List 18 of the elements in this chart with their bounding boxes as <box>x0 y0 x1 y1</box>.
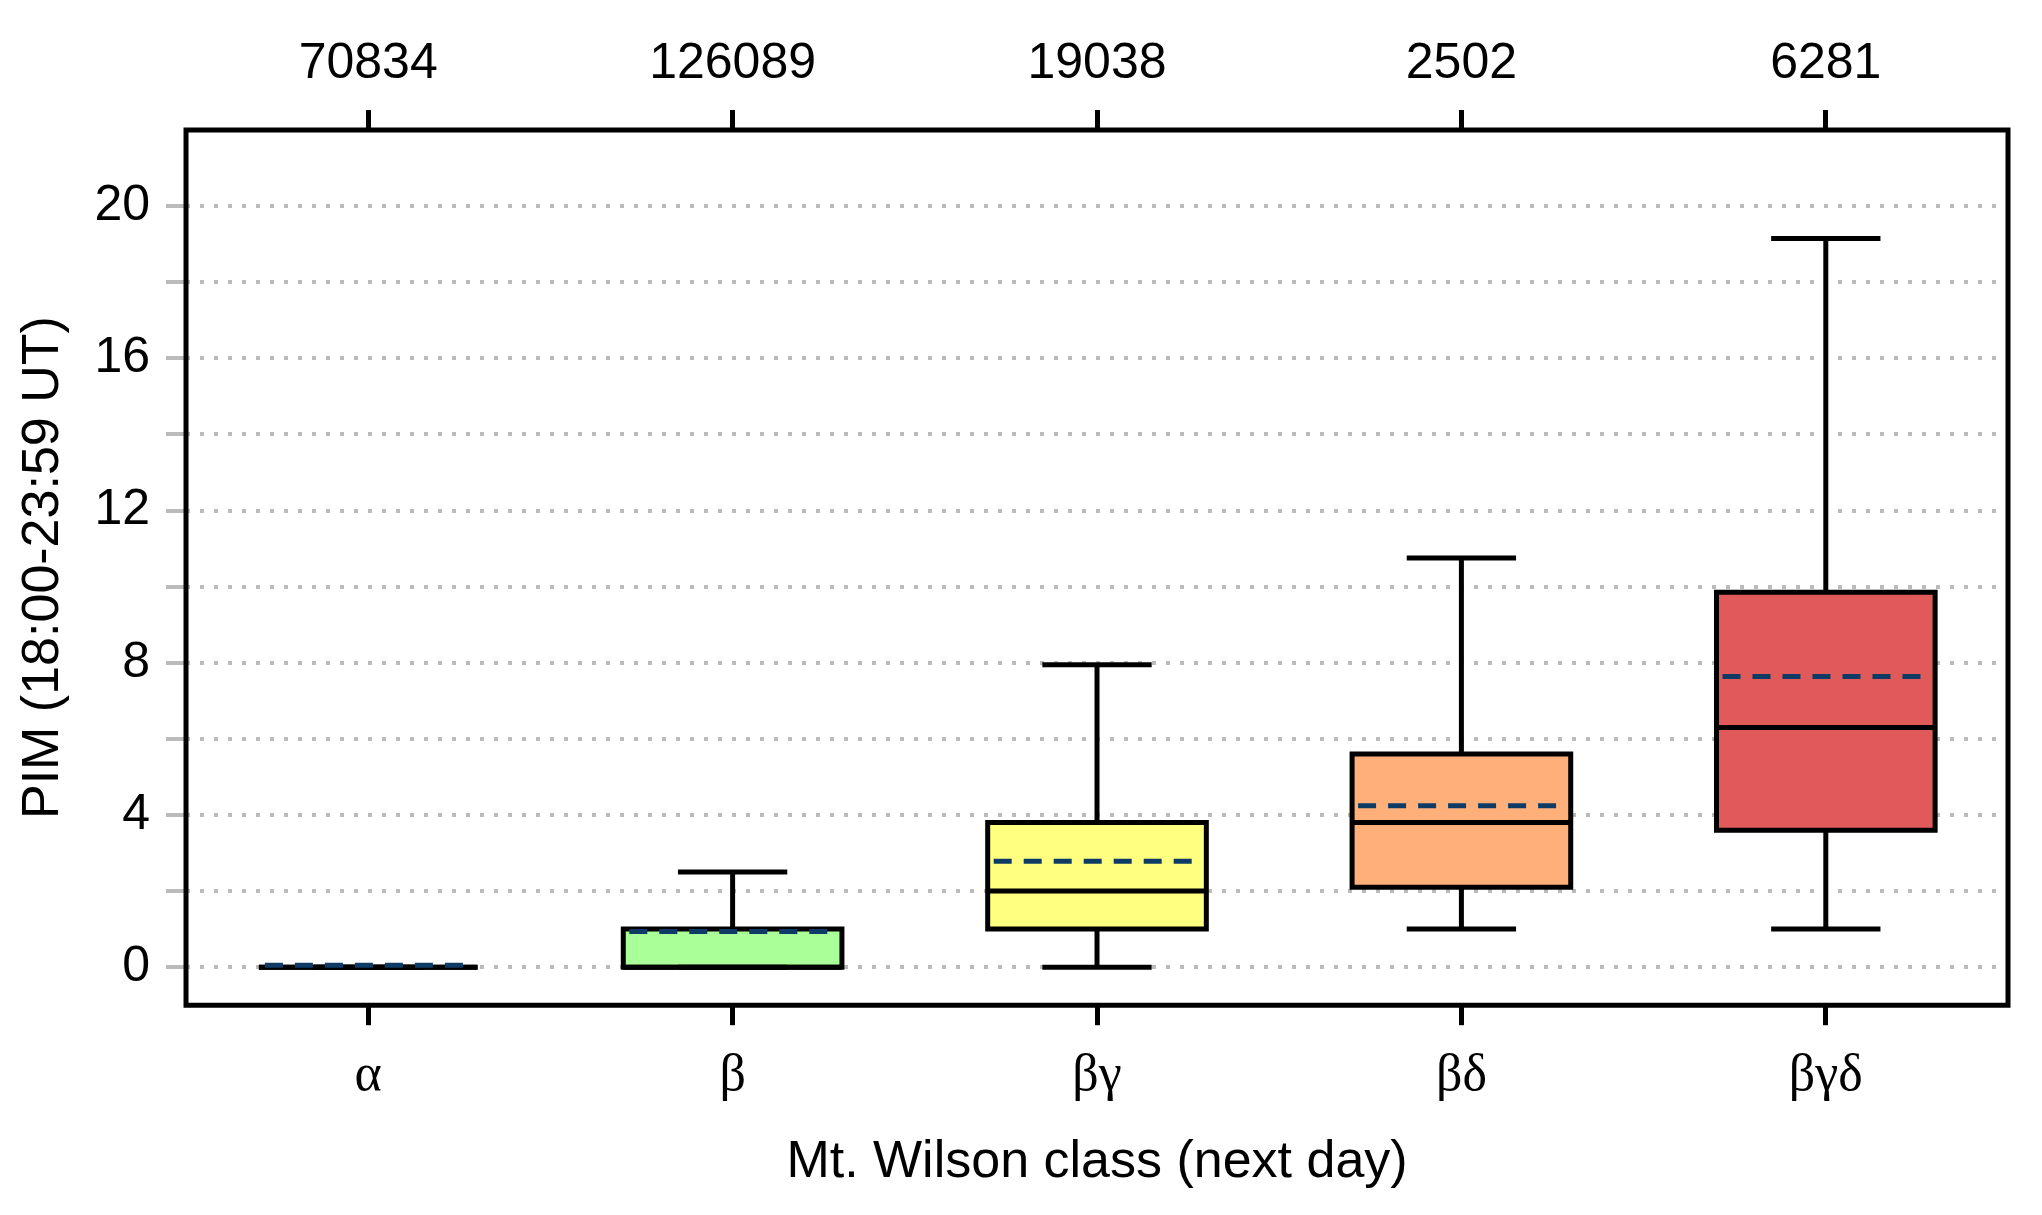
x-tick-label: βγδ <box>1788 1044 1863 1102</box>
x-tick-label: βγ <box>1072 1044 1122 1102</box>
x-axis-title: Mt. Wilson class (next day) <box>786 1130 1408 1189</box>
y-tick-label: 20 <box>94 174 151 231</box>
x-tick-label: βδ <box>1435 1044 1487 1102</box>
text: 126089 <box>649 32 817 89</box>
y-tick-label: 16 <box>94 327 151 384</box>
x-tick-label: β <box>719 1044 746 1102</box>
y-tick-label: 4 <box>122 783 151 840</box>
text: 70834 <box>298 32 438 89</box>
text: 19038 <box>1027 32 1167 89</box>
x-tick-label: α <box>354 1044 382 1102</box>
y-tick-label: 12 <box>94 479 151 536</box>
text: 6281 <box>1770 32 1882 89</box>
y-axis-title: PIM (18:00-23:59 UT) <box>10 316 69 820</box>
y-tick-label: 8 <box>122 631 151 688</box>
y-tick-label: 0 <box>122 935 151 992</box>
text: 2502 <box>1405 32 1518 89</box>
